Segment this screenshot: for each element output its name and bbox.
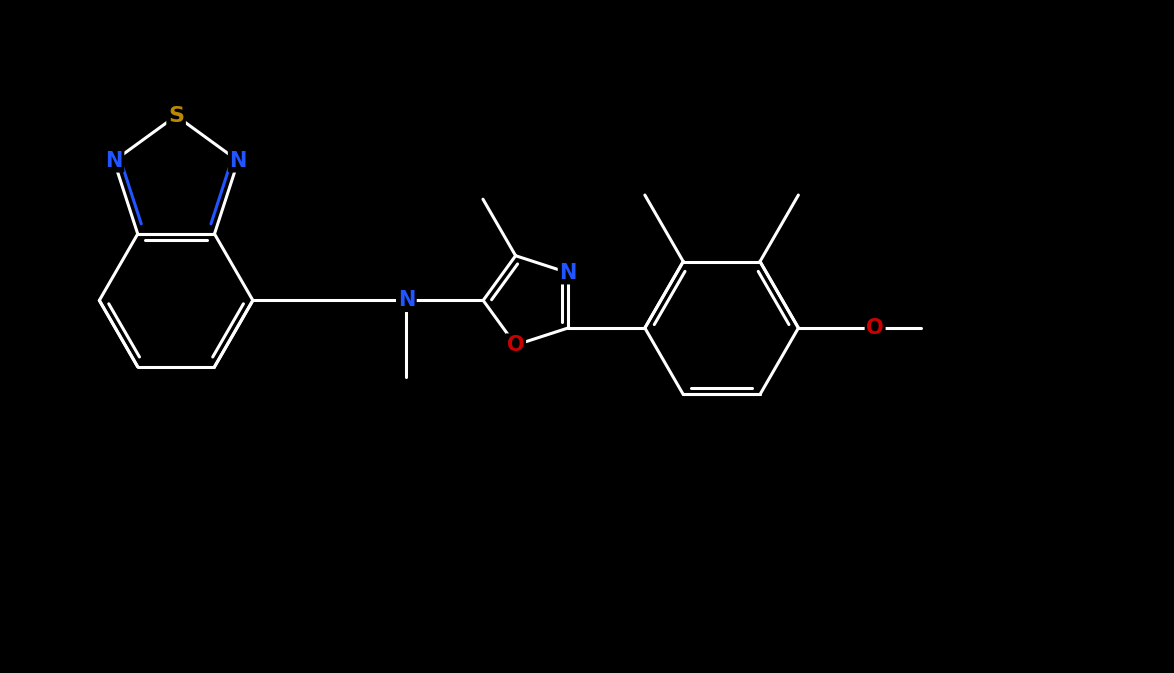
Text: N: N (559, 262, 576, 283)
Text: N: N (229, 151, 247, 171)
Text: O: O (507, 335, 525, 355)
Text: S: S (168, 106, 184, 126)
Text: N: N (106, 151, 123, 171)
Text: N: N (398, 290, 416, 310)
Text: O: O (866, 318, 884, 338)
